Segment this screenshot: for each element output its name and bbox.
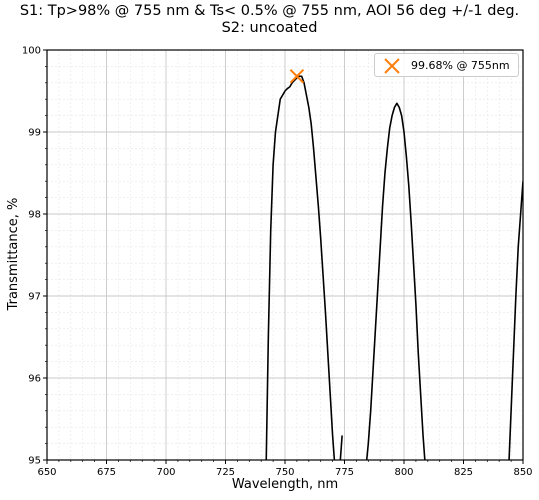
series-line-2 bbox=[365, 102, 426, 460]
series-line-3 bbox=[508, 181, 523, 460]
y-tick-label: 100 bbox=[22, 46, 41, 57]
chart-subtitle: S2: uncoated bbox=[221, 20, 318, 36]
peak-marker bbox=[289, 69, 305, 84]
legend-x-marker-icon bbox=[384, 58, 400, 74]
series-group bbox=[265, 75, 523, 460]
x-tick-label: 750 bbox=[275, 467, 294, 478]
x-tick-label: 650 bbox=[37, 467, 56, 478]
y-axis-label: Transmittance, % bbox=[6, 197, 21, 311]
legend-label: 99.68% @ 755nm bbox=[411, 59, 510, 72]
peak-marker-stroke-2 bbox=[289, 69, 305, 84]
x-tick-label: 675 bbox=[97, 467, 116, 478]
x-axis-label: Wavelength, nm bbox=[231, 477, 339, 492]
x-tick-label: 775 bbox=[335, 467, 354, 478]
series-line-1 bbox=[265, 75, 343, 460]
x-tick-label: 825 bbox=[454, 467, 473, 478]
y-tick-label: 98 bbox=[28, 210, 41, 221]
x-tick-label: 850 bbox=[513, 467, 532, 478]
legend: 99.68% @ 755nm bbox=[374, 53, 519, 77]
y-tick-label: 97 bbox=[28, 292, 41, 303]
y-tick-label: 99 bbox=[28, 128, 41, 139]
x-tick-label: 800 bbox=[394, 467, 413, 478]
x-tick-label: 725 bbox=[216, 467, 235, 478]
chart-title: S1: Tp>98% @ 755 nm & Ts< 0.5% @ 755 nm,… bbox=[19, 3, 520, 19]
y-tick-label: 96 bbox=[28, 374, 41, 385]
plot-frame bbox=[46, 49, 524, 461]
x-tick-label: 700 bbox=[156, 467, 175, 478]
y-tick-label: 95 bbox=[28, 456, 41, 467]
